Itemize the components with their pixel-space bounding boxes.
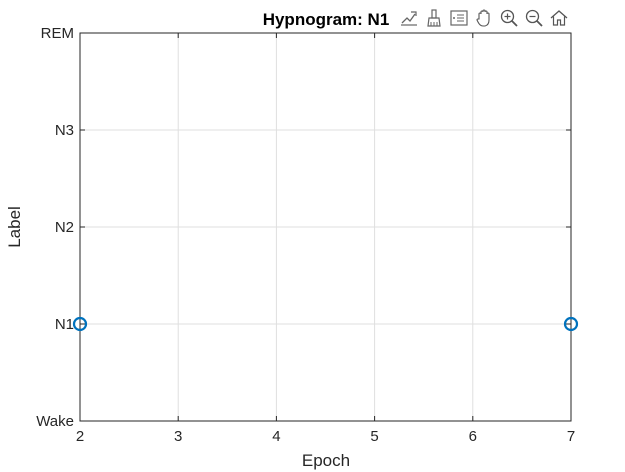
y-axis-label: Label xyxy=(5,206,24,248)
pan-icon xyxy=(475,9,490,27)
brush-icon xyxy=(426,9,441,27)
legend-icon xyxy=(449,10,468,26)
legend-button[interactable] xyxy=(447,7,470,30)
y-tick-labels: Wake N1 N2 N3 REM xyxy=(36,25,74,430)
data-point xyxy=(72,316,88,332)
zoom-in-button[interactable] xyxy=(497,7,520,30)
brush-button[interactable] xyxy=(422,7,445,30)
x-tick-label: 4 xyxy=(272,428,280,445)
tick-marks xyxy=(79,32,572,422)
x-tick-label: 7 xyxy=(567,428,575,445)
x-tick-label: 6 xyxy=(469,428,477,445)
y-tick-label: N3 xyxy=(55,122,74,139)
data-point xyxy=(563,316,579,332)
home-icon xyxy=(550,10,567,26)
x-axis-label: Epoch xyxy=(302,451,350,470)
y-tick-label: Wake xyxy=(36,413,74,430)
data-tips-icon xyxy=(400,11,417,26)
zoom-out-button[interactable] xyxy=(522,7,545,30)
chart-title: Hypnogram: N1 xyxy=(263,10,390,29)
x-tick-label: 5 xyxy=(370,428,378,445)
y-tick-label: REM xyxy=(41,25,74,42)
zoom-out-icon xyxy=(525,9,543,27)
x-tick-labels: 2 3 4 5 6 7 xyxy=(76,428,575,445)
y-tick-label: N2 xyxy=(55,219,74,236)
zoom-in-icon xyxy=(500,9,518,27)
home-button[interactable] xyxy=(547,7,570,30)
x-tick-label: 2 xyxy=(76,428,84,445)
y-tick-label: N1 xyxy=(55,316,74,333)
data-tips-button[interactable] xyxy=(397,7,420,30)
x-tick-label: 3 xyxy=(174,428,182,445)
pan-button[interactable] xyxy=(472,7,495,30)
axes-toolbar xyxy=(397,6,570,30)
data-points xyxy=(72,316,579,332)
